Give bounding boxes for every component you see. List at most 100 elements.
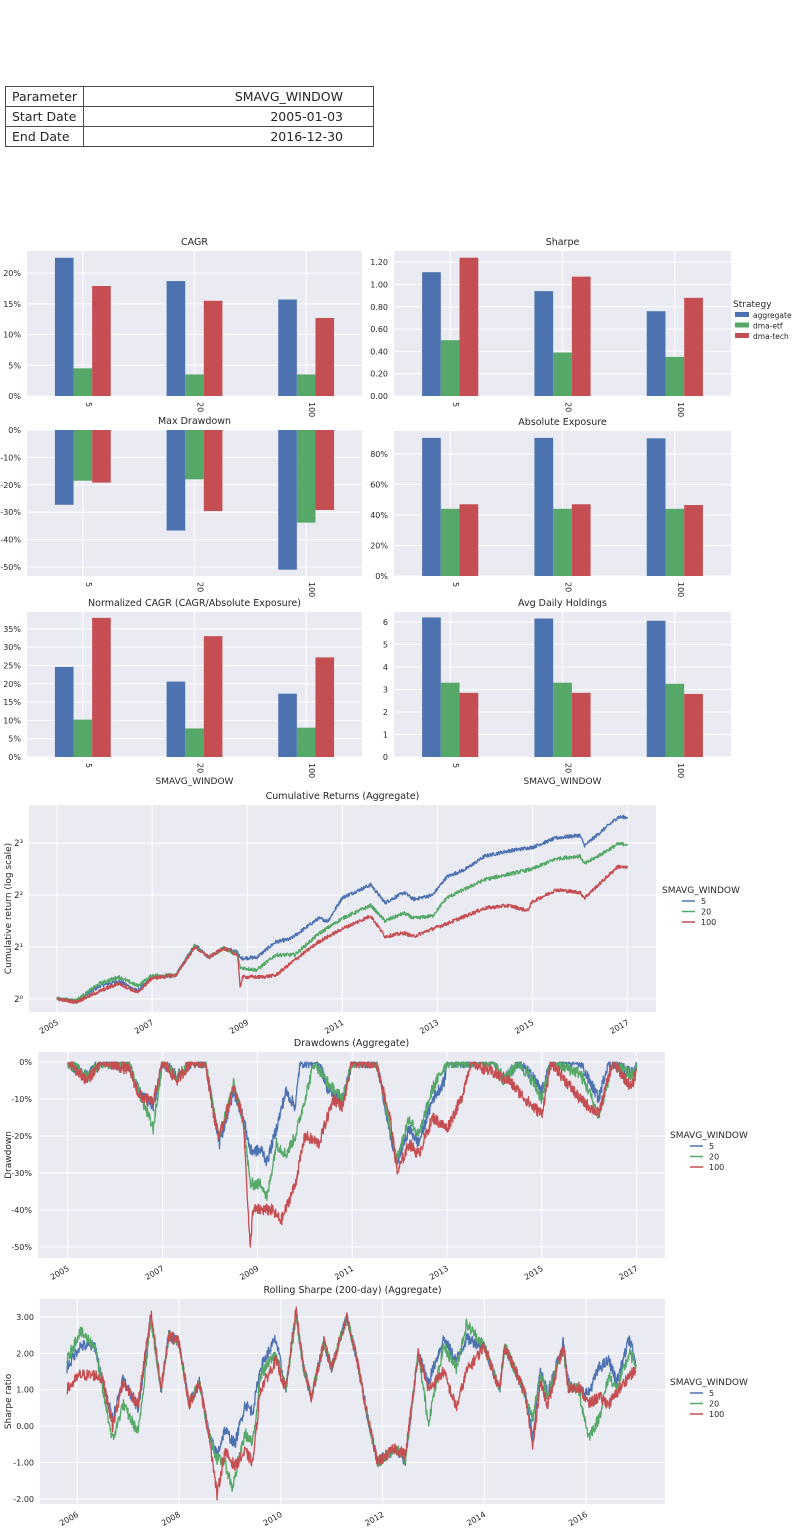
y-tick-label: 5% <box>8 735 21 744</box>
x-tick-label: 2017 <box>608 1018 630 1036</box>
bar-dma-etf-100 <box>296 727 316 757</box>
y-tick-label: -30% <box>0 508 21 517</box>
bar-dma-tech-20 <box>203 300 223 396</box>
x-tick-label: 100 <box>676 763 685 778</box>
y-tick-label: 10% <box>3 331 21 340</box>
y-tick-label: 0% <box>8 753 21 762</box>
parameters-table: Parameter SMAVG_WINDOW Start Date 2005-0… <box>4 86 374 147</box>
y-tick-label: 0% <box>19 1058 32 1067</box>
chart-normalized-cagr-cagr-absolute-exposure: Normalized CAGR (CAGR/Absolute Exposure)… <box>3 598 362 787</box>
bar-aggregate-5 <box>422 437 441 576</box>
x-tick-label: 2017 <box>617 1264 639 1282</box>
legend-swatch-dma-tech <box>735 333 749 338</box>
x-tick-label: 100 <box>307 402 316 417</box>
y-tick-label: 0% <box>8 392 21 401</box>
legend-label: 100 <box>709 1410 724 1419</box>
bar-dma-etf-100 <box>665 508 685 576</box>
y-tick-label: 40% <box>370 511 388 520</box>
y-tick-label: -10% <box>11 1095 32 1104</box>
chart-avg-daily-holdings: Avg Daily Holdings 0 1 2 3 4 5 6 5 20 100 SMAVG_WIN… <box>383 598 731 787</box>
chart-max-drawdown: Max Drawdown 0% -10% -20% -30% -40% -50% 5 20 100 <box>0 416 362 597</box>
x-tick-label: 2010 <box>262 1510 284 1528</box>
chart-title: Absolute Exposure <box>518 417 607 428</box>
chart-rolling-sharpe-200-day-aggregate: Rolling Sharpe (200-day) (Aggregate) -2.0… <box>4 1285 748 1528</box>
bar-dma-etf-5 <box>440 682 460 757</box>
y-tick-label: 2³ <box>14 839 23 849</box>
y-tick-label: 0.40 <box>370 347 388 356</box>
bar-aggregate-100 <box>278 693 297 757</box>
y-tick-label: 5% <box>8 361 21 370</box>
x-tick-label: 20 <box>564 763 573 773</box>
x-tick-label: 5 <box>84 402 93 407</box>
y-axis-label: Drawdown <box>4 1131 14 1179</box>
bar-dma-tech-100 <box>684 297 703 396</box>
y-tick-label: 0.60 <box>370 325 388 334</box>
bar-aggregate-20 <box>166 681 186 757</box>
y-tick-label: 35% <box>3 625 21 634</box>
bar-dma-etf-20 <box>553 508 572 576</box>
x-tick-label: 20 <box>564 582 573 592</box>
y-tick-label: 6 <box>383 618 388 627</box>
x-tick-label: 100 <box>676 402 685 417</box>
legend-title: SMAVG_WINDOW <box>670 1131 748 1141</box>
bar-dma-tech-20 <box>571 692 591 757</box>
x-tick-label: 2006 <box>58 1510 80 1528</box>
bar-aggregate-20 <box>534 618 554 757</box>
x-tick-label: 5 <box>451 582 460 587</box>
y-tick-label: 3 <box>383 685 388 694</box>
y-tick-label: -20% <box>11 1132 32 1141</box>
legend-swatch-dma-etf <box>735 322 749 328</box>
y-axis-label: Sharpe ratio <box>4 1373 14 1429</box>
chart-title: Avg Daily Holdings <box>518 598 607 609</box>
x-tick-label: 100 <box>676 582 685 597</box>
legend-label: 20 <box>701 908 711 917</box>
table-row: End Date 2016-12-30 <box>4 126 374 147</box>
legend-label: dma-etf <box>753 322 783 331</box>
bar-aggregate-20 <box>534 291 554 396</box>
y-tick-label: 15% <box>3 300 21 309</box>
legend-label: 100 <box>709 1163 724 1172</box>
y-tick-label: 3.00 <box>16 1313 34 1322</box>
legend-title: SMAVG_WINDOW <box>670 1378 748 1388</box>
bar-aggregate-100 <box>278 299 297 396</box>
y-tick-label: 20% <box>3 680 21 689</box>
bar-aggregate-100 <box>646 311 666 396</box>
y-tick-label: 1.00 <box>16 1386 34 1395</box>
y-tick-label: 2¹ <box>14 943 23 953</box>
bar-dma-tech-5 <box>459 504 479 576</box>
y-tick-label: 1.20 <box>370 258 388 267</box>
bar-dma-etf-100 <box>665 683 685 757</box>
y-tick-label: -1.00 <box>13 1458 34 1467</box>
legend-label: 20 <box>709 1153 719 1162</box>
y-tick-label: 5 <box>383 640 388 649</box>
legend-title: Strategy <box>733 300 772 310</box>
x-tick-label: 100 <box>307 763 316 778</box>
y-tick-label: -40% <box>0 536 21 545</box>
series-line-20 <box>56 841 629 1003</box>
y-tick-label: -50% <box>11 1243 32 1252</box>
x-axis-label: SMAVG_WINDOW <box>524 777 602 787</box>
y-tick-label: 30% <box>3 643 21 652</box>
bar-dma-etf-20 <box>553 682 572 757</box>
y-tick-label: 2² <box>14 891 23 901</box>
x-tick-label: 2011 <box>333 1264 355 1282</box>
x-tick-label: 2013 <box>428 1264 450 1282</box>
legend-label: 5 <box>701 897 706 906</box>
legend-label: 5 <box>709 1389 714 1398</box>
plot-area <box>40 1299 665 1504</box>
table-row: Start Date 2005-01-03 <box>4 106 374 127</box>
y-tick-label: -10% <box>0 453 21 462</box>
y-tick-label: 10% <box>3 716 21 725</box>
x-tick-label: 20 <box>196 402 205 412</box>
y-tick-label: 0.00 <box>16 1422 34 1431</box>
legend-label: aggregate <box>753 311 792 320</box>
x-tick-label: 2014 <box>465 1510 487 1528</box>
y-tick-label: 15% <box>3 698 21 707</box>
x-tick-label: 20 <box>564 402 573 412</box>
y-tick-label: 4 <box>383 663 388 672</box>
chart-title: CAGR <box>181 237 208 248</box>
chart-title: Cumulative Returns (Aggregate) <box>266 791 420 802</box>
